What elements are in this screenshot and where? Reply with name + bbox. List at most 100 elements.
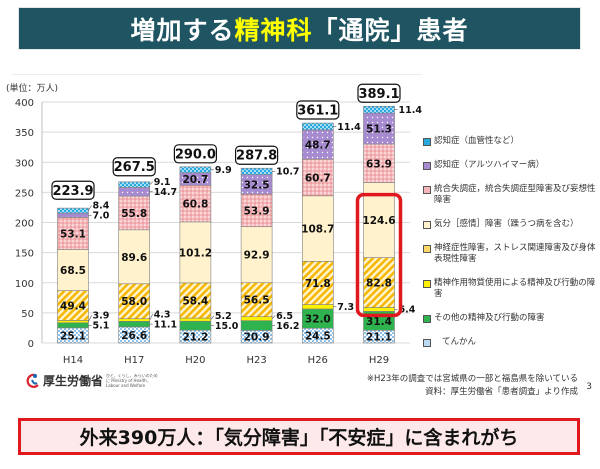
segment-label: 108.7 — [301, 224, 334, 236]
segment-label: 21.2 — [182, 332, 208, 344]
unit-label: (単位：万人) — [6, 82, 58, 94]
segment-label: 9.9 — [215, 165, 232, 176]
bar-segment — [118, 283, 150, 320]
segment-label: 11.1 — [154, 319, 177, 330]
legend-swatch — [423, 138, 431, 146]
segment-label: 51.3 — [366, 124, 392, 136]
x-tick-label: H26 — [308, 355, 328, 366]
segment-label: 16.2 — [276, 321, 299, 332]
bar-segment — [363, 143, 395, 183]
legend-label: てんかん — [442, 337, 477, 347]
bar-H17: 26.6 58.0 89.6 55.8 11.14.3 14.79.1 267.5 — [112, 157, 177, 344]
legend-label: 統合失調症，統合失調症型障害及び妄想性障害 — [434, 184, 596, 205]
segment-label: 6.4 — [399, 305, 416, 316]
slide-title: 増加する 精神科 「通院」患者 — [18, 7, 581, 50]
title-prefix: 増加する — [130, 15, 235, 45]
legend-label: 気分［感情］障害（躁うつ病を含む） — [434, 219, 579, 229]
bar-segment — [301, 129, 334, 160]
total-box — [235, 145, 279, 165]
segment-label: 55.8 — [121, 208, 147, 220]
segment-label: 7.0 — [93, 211, 110, 222]
bar-segment — [301, 261, 334, 305]
bar-segment — [301, 122, 334, 131]
page-number: 3 — [586, 382, 592, 392]
y-tick-label: 100 — [15, 279, 34, 290]
bar-segment — [363, 105, 395, 114]
bar-segment — [179, 320, 212, 331]
legend-swatch — [423, 315, 431, 323]
segment-label: 10.7 — [276, 167, 299, 178]
label-leader — [88, 315, 92, 322]
segment-label: 58.4 — [182, 295, 208, 307]
segment-label: 92.9 — [244, 250, 270, 262]
segment-label: 60.7 — [305, 173, 331, 185]
legend-swatch — [423, 186, 431, 194]
legend-item: その他の精神及び行動の障害 — [423, 313, 598, 324]
label-leader — [149, 314, 153, 321]
bar-H23: 20.9 56.5 92.9 53.9 32.5 16.26.5 10.7 287.8 — [235, 145, 300, 344]
segment-label: 63.9 — [366, 158, 392, 170]
segment-label: 20.7 — [182, 174, 208, 186]
bar-segment — [57, 207, 89, 214]
legend-item: 統合失調症，統合失調症型障害及び妄想性障害 — [423, 184, 598, 206]
legend-item: 認知症（アルツハイマー病） — [423, 160, 598, 171]
legend-item: 認知症（血管性など） — [423, 136, 598, 147]
total-box — [296, 100, 340, 120]
label-leader — [88, 205, 92, 211]
bar-segment — [179, 317, 212, 322]
divider — [12, 74, 422, 75]
legend-item: 気分［感情］障害（躁うつ病を含む） — [423, 219, 598, 230]
legend-label: 精神作用物質使用による精神及び行動の障害 — [434, 278, 596, 299]
segment-label: 7.3 — [337, 302, 354, 313]
x-tick-label: H20 — [185, 355, 205, 366]
bar-segment — [363, 112, 395, 145]
label-leader — [271, 315, 276, 319]
legend-label: その他の精神及び行動の障害 — [434, 313, 545, 323]
legend-item: 神経症性障害，ストレス関連障害及び身体表現性障害 — [423, 243, 598, 265]
total-label: 267.5 — [114, 160, 155, 175]
bar-segment — [240, 316, 273, 321]
legend-swatch — [423, 162, 431, 170]
legend-swatch — [423, 245, 431, 253]
total-box — [357, 83, 401, 103]
total-box — [173, 144, 217, 164]
mhlw-logo: 厚生労働省 ひと、くらし、みらいのために Ministry of Health,… — [26, 372, 161, 389]
source-notes: ※H23年の調査では宮城県の一部と福島県を除いている 資料：厚生労働省「患者調査… — [367, 373, 578, 399]
bar-H26: 24.5 32.0 71.8 108.7 60.7 48.7 7.3 11.4 361.1 — [296, 100, 361, 344]
label-leader — [149, 181, 153, 185]
bar-segment — [57, 249, 89, 291]
legend: 認知症（血管性など） 認知症（アルツハイマー病） 統合失調症，統合失調症型障害及び妄… — [423, 136, 598, 361]
legend-label: 認知症（血管性など） — [434, 136, 520, 146]
bar-segment — [118, 187, 150, 197]
title-highlight: 精神科 — [234, 15, 313, 45]
legend-item: てんかん — [423, 337, 598, 348]
segment-label: 32.0 — [305, 314, 331, 326]
bar-segment — [118, 321, 150, 328]
highlight-box — [355, 192, 403, 318]
bar-segment — [363, 307, 395, 312]
segment-label: 4.3 — [154, 309, 171, 320]
bar-segment — [240, 320, 273, 331]
segment-label: 9.1 — [154, 177, 171, 188]
total-box — [112, 157, 156, 177]
segment-label: 58.0 — [121, 296, 147, 308]
x-tick-label: H23 — [246, 355, 266, 366]
title-suffix: 「通院」患者 — [312, 15, 469, 45]
bar-segment — [57, 322, 89, 329]
bar-segment — [301, 304, 334, 310]
y-tick-label: 350 — [15, 128, 34, 139]
callout-box: 外来390万人：「気分障害」「不安症」に含まれがち — [18, 418, 580, 455]
bar-segment — [118, 229, 150, 285]
legend-item: 精神作用物質使用による精神及び行動の障害 — [423, 278, 598, 300]
bar-segment — [179, 282, 212, 319]
segment-label: 31.4 — [366, 316, 392, 328]
x-tick-label: H17 — [124, 355, 144, 366]
logo-sub: ひと、くらし、みらいのために Ministry of Health, Labou… — [106, 373, 158, 388]
x-tick-label: H14 — [63, 355, 83, 366]
bar-segment — [118, 318, 150, 322]
x-tick-label: H29 — [369, 355, 389, 366]
bar-segment — [363, 257, 395, 308]
bar-segment — [118, 195, 150, 231]
